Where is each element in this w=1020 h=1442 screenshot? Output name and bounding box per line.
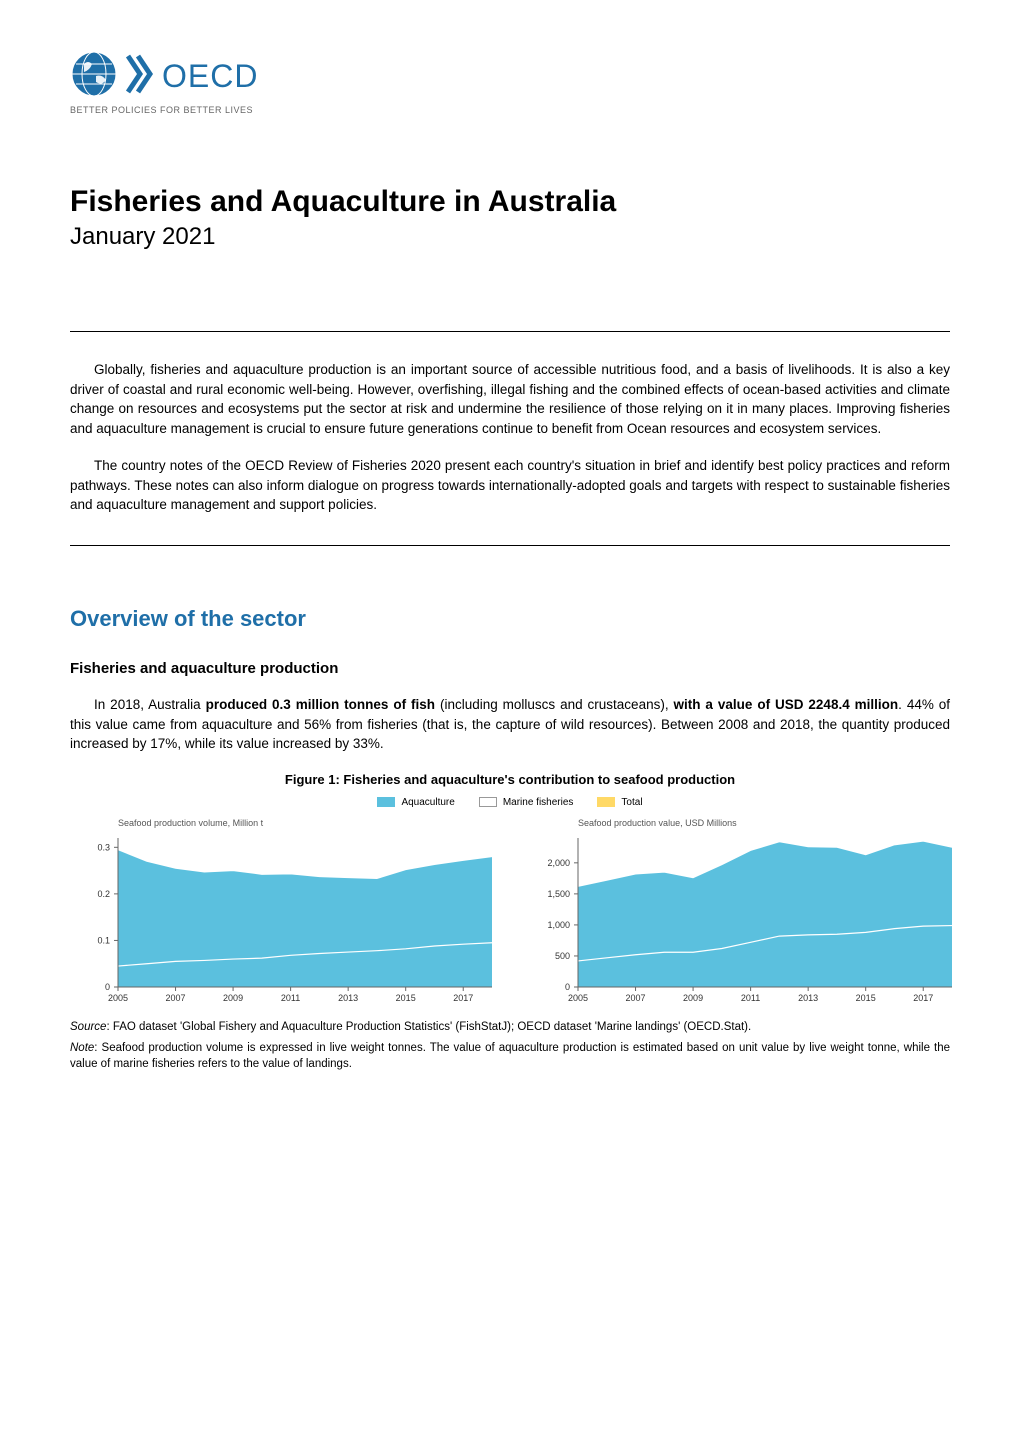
legend-item: Marine fisheries bbox=[479, 797, 574, 808]
chevron-icon bbox=[126, 50, 154, 103]
hr-bottom bbox=[70, 545, 950, 546]
svg-text:2015: 2015 bbox=[856, 993, 876, 1003]
figure-title: Figure 1: Fisheries and aquaculture's co… bbox=[70, 772, 950, 787]
svg-text:500: 500 bbox=[555, 951, 570, 961]
legend-item: Total bbox=[597, 797, 642, 808]
svg-text:2011: 2011 bbox=[281, 993, 300, 1003]
chart-right-subtitle: Seafood production value, USD Millions bbox=[578, 818, 960, 828]
svg-text:2013: 2013 bbox=[798, 993, 818, 1003]
svg-text:2009: 2009 bbox=[223, 993, 243, 1003]
logo-tagline: BETTER POLICIES FOR BETTER LIVES bbox=[70, 105, 253, 115]
body-bold2: with a value of USD 2248.4 million bbox=[674, 697, 899, 712]
legend-swatch bbox=[479, 797, 497, 807]
svg-text:2017: 2017 bbox=[453, 993, 473, 1003]
chart-left-svg: 0 0.1 0.2 0.3 2005 2007 2009 2011 2013 2015 2017 bbox=[70, 832, 500, 1007]
svg-text:1,000: 1,000 bbox=[547, 920, 570, 930]
page-title: Fisheries and Aquaculture in Australia bbox=[70, 185, 950, 219]
body-bold1: produced 0.3 million tonnes of fish bbox=[206, 697, 435, 712]
chart-right-panel: Seafood production value, USD Millions 0… bbox=[530, 818, 960, 1012]
body-mid1: (including molluscs and crustaceans), bbox=[435, 697, 674, 712]
legend-row: Aquaculture Marine fisheries Total bbox=[70, 797, 950, 808]
source-label: Source bbox=[70, 1021, 106, 1033]
legend-swatch bbox=[597, 797, 615, 807]
subsection-heading: Fisheries and aquaculture production bbox=[70, 660, 950, 677]
svg-text:1,500: 1,500 bbox=[547, 889, 570, 899]
svg-text:0.3: 0.3 bbox=[97, 842, 110, 852]
svg-text:2005: 2005 bbox=[568, 993, 588, 1003]
note-label: Note bbox=[70, 1042, 94, 1054]
legend-label: Total bbox=[621, 797, 642, 808]
legend-label: Marine fisheries bbox=[503, 797, 574, 808]
globe-icon bbox=[70, 50, 118, 103]
svg-text:2011: 2011 bbox=[741, 993, 760, 1003]
body-pre: In 2018, Australia bbox=[94, 697, 206, 712]
figure-note: Note: Seafood production volume is expre… bbox=[70, 1041, 950, 1072]
svg-text:2005: 2005 bbox=[108, 993, 128, 1003]
legend-label: Aquaculture bbox=[401, 797, 454, 808]
charts-row: Seafood production volume, Million t 0 0.… bbox=[70, 818, 950, 1012]
svg-text:0.2: 0.2 bbox=[97, 889, 110, 899]
logo-area: OECD BETTER POLICIES FOR BETTER LIVES bbox=[70, 50, 950, 115]
source-text: : FAO dataset 'Global Fishery and Aquacu… bbox=[106, 1021, 751, 1033]
chart-left-panel: Seafood production volume, Million t 0 0.… bbox=[70, 818, 500, 1012]
logo-row: OECD bbox=[70, 50, 258, 103]
intro-para-2: The country notes of the OECD Review of … bbox=[70, 456, 950, 515]
section-heading: Overview of the sector bbox=[70, 606, 950, 632]
body-para: In 2018, Australia produced 0.3 million … bbox=[70, 695, 950, 754]
page-date: January 2021 bbox=[70, 223, 950, 251]
logo-text: OECD bbox=[162, 58, 258, 95]
svg-text:0: 0 bbox=[565, 982, 570, 992]
intro-block: Globally, fisheries and aquaculture prod… bbox=[70, 332, 950, 545]
chart-left-subtitle: Seafood production volume, Million t bbox=[118, 818, 500, 828]
chart-right-svg: 0 500 1,000 1,500 2,000 2005 2007 2009 2011 2013 2… bbox=[530, 832, 960, 1007]
svg-text:0.1: 0.1 bbox=[97, 935, 110, 945]
svg-text:2015: 2015 bbox=[396, 993, 416, 1003]
svg-text:2,000: 2,000 bbox=[547, 857, 570, 867]
intro-para-1: Globally, fisheries and aquaculture prod… bbox=[70, 360, 950, 438]
svg-text:2007: 2007 bbox=[166, 993, 186, 1003]
svg-text:2007: 2007 bbox=[626, 993, 646, 1003]
legend-swatch bbox=[377, 797, 395, 807]
svg-text:2017: 2017 bbox=[913, 993, 933, 1003]
note-text: : Seafood production volume is expressed… bbox=[70, 1042, 950, 1070]
figure-source: Source: FAO dataset 'Global Fishery and … bbox=[70, 1020, 950, 1036]
svg-text:0: 0 bbox=[105, 982, 110, 992]
legend-item: Aquaculture bbox=[377, 797, 454, 808]
svg-text:2013: 2013 bbox=[338, 993, 358, 1003]
svg-text:2009: 2009 bbox=[683, 993, 703, 1003]
